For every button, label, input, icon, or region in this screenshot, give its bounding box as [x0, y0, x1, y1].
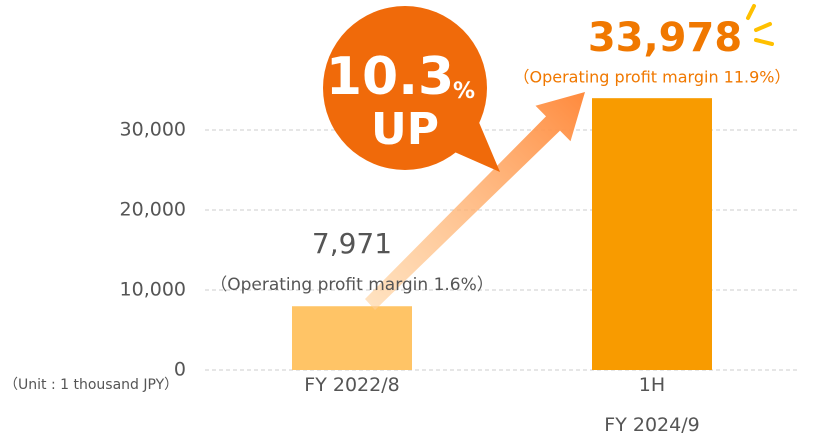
annotation: （Operating profit margin 11.9%） — [513, 68, 790, 87]
callout-unit: % — [453, 79, 475, 104]
callout-text: UP — [371, 104, 439, 155]
arrow — [365, 92, 585, 310]
bar — [592, 98, 712, 371]
y-tick-label: 0 — [174, 359, 186, 381]
callout-tail — [450, 120, 500, 172]
callout-bubble — [323, 6, 487, 170]
y-tick-label: 10,000 — [120, 279, 186, 301]
x-tick-label: FY 2022/8 — [304, 374, 400, 396]
sparkle — [746, 4, 774, 46]
data-label: 7,971 — [312, 227, 392, 260]
x-tick-label: 1H FY 2024/9 — [604, 374, 700, 436]
annotation: （Operating profit margin 1.6%） — [210, 275, 494, 295]
y-tick-label: 30,000 — [120, 119, 186, 141]
callout-value: 10.3 — [326, 47, 454, 107]
bar — [292, 306, 412, 370]
y-tick-label: 20,000 — [120, 199, 186, 221]
data-label: 33,978 — [588, 15, 742, 61]
unit-note: （Unit : 1 thousand JPY） — [4, 377, 179, 393]
